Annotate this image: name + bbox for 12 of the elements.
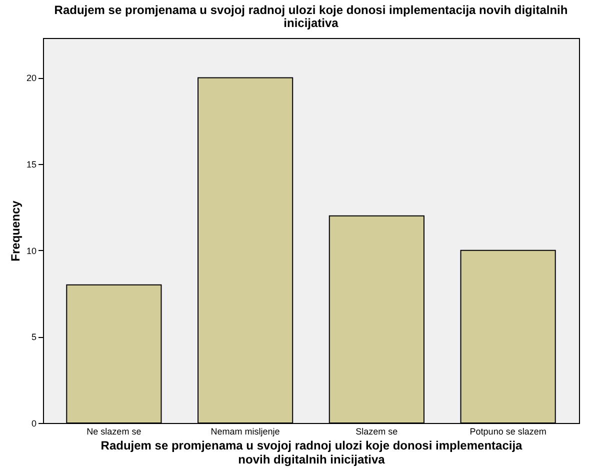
y-tick-label: 0: [31, 418, 36, 428]
x-tick-label: Ne slazem se: [86, 426, 142, 436]
x-tick-label: Potpuno se slazem: [470, 426, 546, 436]
x-axis-title: Radujem se promjenama u svojoj radnoj ulozi koje donosi implementacija novih digitalnih inicijativa: [100, 438, 523, 466]
y-tick-label: 10: [26, 246, 36, 256]
y-axis-title: Frequency: [8, 200, 22, 262]
y-tick-label: 20: [26, 73, 36, 84]
x-tick-label: Slazem se: [356, 426, 398, 436]
x-tick-label: Nemam misljenje: [210, 426, 280, 436]
chart-title: Radujem se promjenama u svojoj radnoj ulozi koje donosi implementacija novih digitalnih inicijativa: [54, 3, 568, 30]
y-tick-label: 15: [26, 160, 36, 170]
y-tick-label: 5: [31, 332, 36, 342]
